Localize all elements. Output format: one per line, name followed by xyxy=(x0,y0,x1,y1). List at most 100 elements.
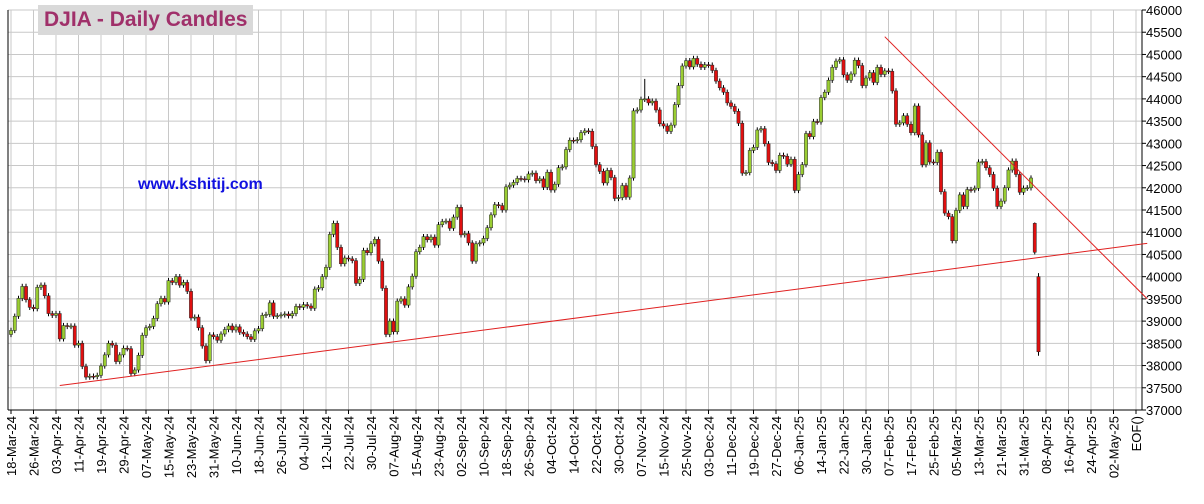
candle-body xyxy=(860,65,865,86)
candle-body xyxy=(117,354,122,362)
candle-body xyxy=(335,223,340,248)
x-tick-label: 15-Aug-24 xyxy=(409,416,424,477)
candle-body xyxy=(365,250,370,253)
candle-body xyxy=(792,159,797,191)
candle-body xyxy=(1006,169,1011,189)
y-tick-label: 37000 xyxy=(1146,403,1182,418)
candle-body xyxy=(597,164,602,172)
candle-body xyxy=(991,174,996,189)
candle-body xyxy=(76,343,81,346)
x-tick-label: 06-Jan-25 xyxy=(792,416,807,475)
candle-body xyxy=(324,267,328,277)
x-tick-label: 03-Dec-24 xyxy=(702,416,717,477)
candle-body xyxy=(391,320,396,333)
y-tick-label: 41500 xyxy=(1146,203,1182,218)
candle-body xyxy=(342,257,347,265)
candle-body xyxy=(414,251,418,277)
candle-body xyxy=(65,325,70,327)
candle-body xyxy=(1025,187,1030,190)
candle-body xyxy=(714,70,718,82)
x-tick-label: 25-Nov-24 xyxy=(679,416,694,477)
candle-body xyxy=(800,164,805,175)
candle-body xyxy=(9,330,13,335)
candle-body xyxy=(927,142,932,163)
candle-body xyxy=(297,306,302,308)
candle-body xyxy=(470,242,475,262)
candle-body xyxy=(954,210,958,241)
candle-body xyxy=(196,316,201,329)
candle-body xyxy=(901,115,906,124)
y-tick-label: 43500 xyxy=(1146,114,1182,129)
candle-body xyxy=(961,194,966,207)
candle-body xyxy=(642,98,647,101)
candle-body xyxy=(654,100,658,111)
candle-body xyxy=(181,282,186,286)
candle-body xyxy=(965,189,970,207)
candle-body xyxy=(226,325,231,330)
candle-body xyxy=(50,313,55,316)
candle-body xyxy=(627,177,632,198)
candle-body xyxy=(380,260,385,289)
candle-body xyxy=(946,212,951,217)
x-tick-label: 26-Jun-24 xyxy=(274,416,289,475)
x-tick-label: 18-Sep-24 xyxy=(499,416,514,477)
candle-body xyxy=(1036,276,1041,353)
candle-body xyxy=(204,345,208,361)
candle-body xyxy=(354,260,358,284)
x-tick-label: 11-Dec-24 xyxy=(724,416,739,476)
x-tick-label: 31-Mar-25 xyxy=(1017,416,1032,476)
candle-body xyxy=(500,205,505,211)
candle-body xyxy=(136,355,141,371)
candle-body xyxy=(80,343,85,367)
candle-body xyxy=(916,105,921,136)
candle-body xyxy=(170,280,175,283)
x-tick-label: 18-Jun-24 xyxy=(252,416,267,475)
candle-body xyxy=(286,313,291,317)
candle-body xyxy=(770,162,775,165)
candle-body xyxy=(125,347,130,350)
candle-body xyxy=(515,178,520,183)
candle-body xyxy=(717,80,722,89)
candle-body xyxy=(387,320,392,335)
x-tick-label: 07-Nov-24 xyxy=(634,416,649,477)
candle-body xyxy=(12,315,17,331)
candle-body xyxy=(560,166,565,169)
candle-body xyxy=(976,161,981,189)
y-tick-label: 40500 xyxy=(1146,247,1182,262)
candle-body xyxy=(252,330,257,340)
website-annotation: www.kshitij.com xyxy=(138,176,263,193)
y-tick-label: 38000 xyxy=(1146,359,1182,374)
candle-body xyxy=(481,238,486,244)
candle-body xyxy=(144,327,148,336)
candle-body xyxy=(601,171,606,184)
candle-body xyxy=(215,336,220,341)
candle-body xyxy=(444,220,448,223)
candle-body xyxy=(650,100,655,104)
candle-body xyxy=(132,369,137,374)
x-tick-label: 24-Apr-25 xyxy=(1084,416,1099,474)
x-tick-label: 22-Jul-24 xyxy=(342,416,357,470)
candle-body xyxy=(980,161,985,163)
candle-body xyxy=(950,216,955,241)
candle-body xyxy=(429,236,433,241)
x-tick-label: 08-Apr-25 xyxy=(1039,416,1054,474)
candle-body xyxy=(541,178,546,188)
candle-body xyxy=(106,343,111,356)
x-tick-label: EOF() xyxy=(1129,416,1144,451)
candle-body xyxy=(327,234,332,268)
candle-body xyxy=(155,303,160,319)
candle-body xyxy=(635,109,640,112)
candle-body xyxy=(267,302,272,315)
candle-body xyxy=(687,60,692,68)
candle-body xyxy=(594,146,598,165)
candle-body xyxy=(864,77,868,86)
trendline xyxy=(59,242,1148,387)
candle-body xyxy=(575,139,580,142)
candle-body xyxy=(309,305,313,309)
candle-body xyxy=(256,328,261,332)
candle-body xyxy=(777,155,782,171)
candle-body xyxy=(361,250,366,280)
candle-body xyxy=(237,326,242,333)
x-tick-label: 19-Dec-24 xyxy=(747,416,762,477)
